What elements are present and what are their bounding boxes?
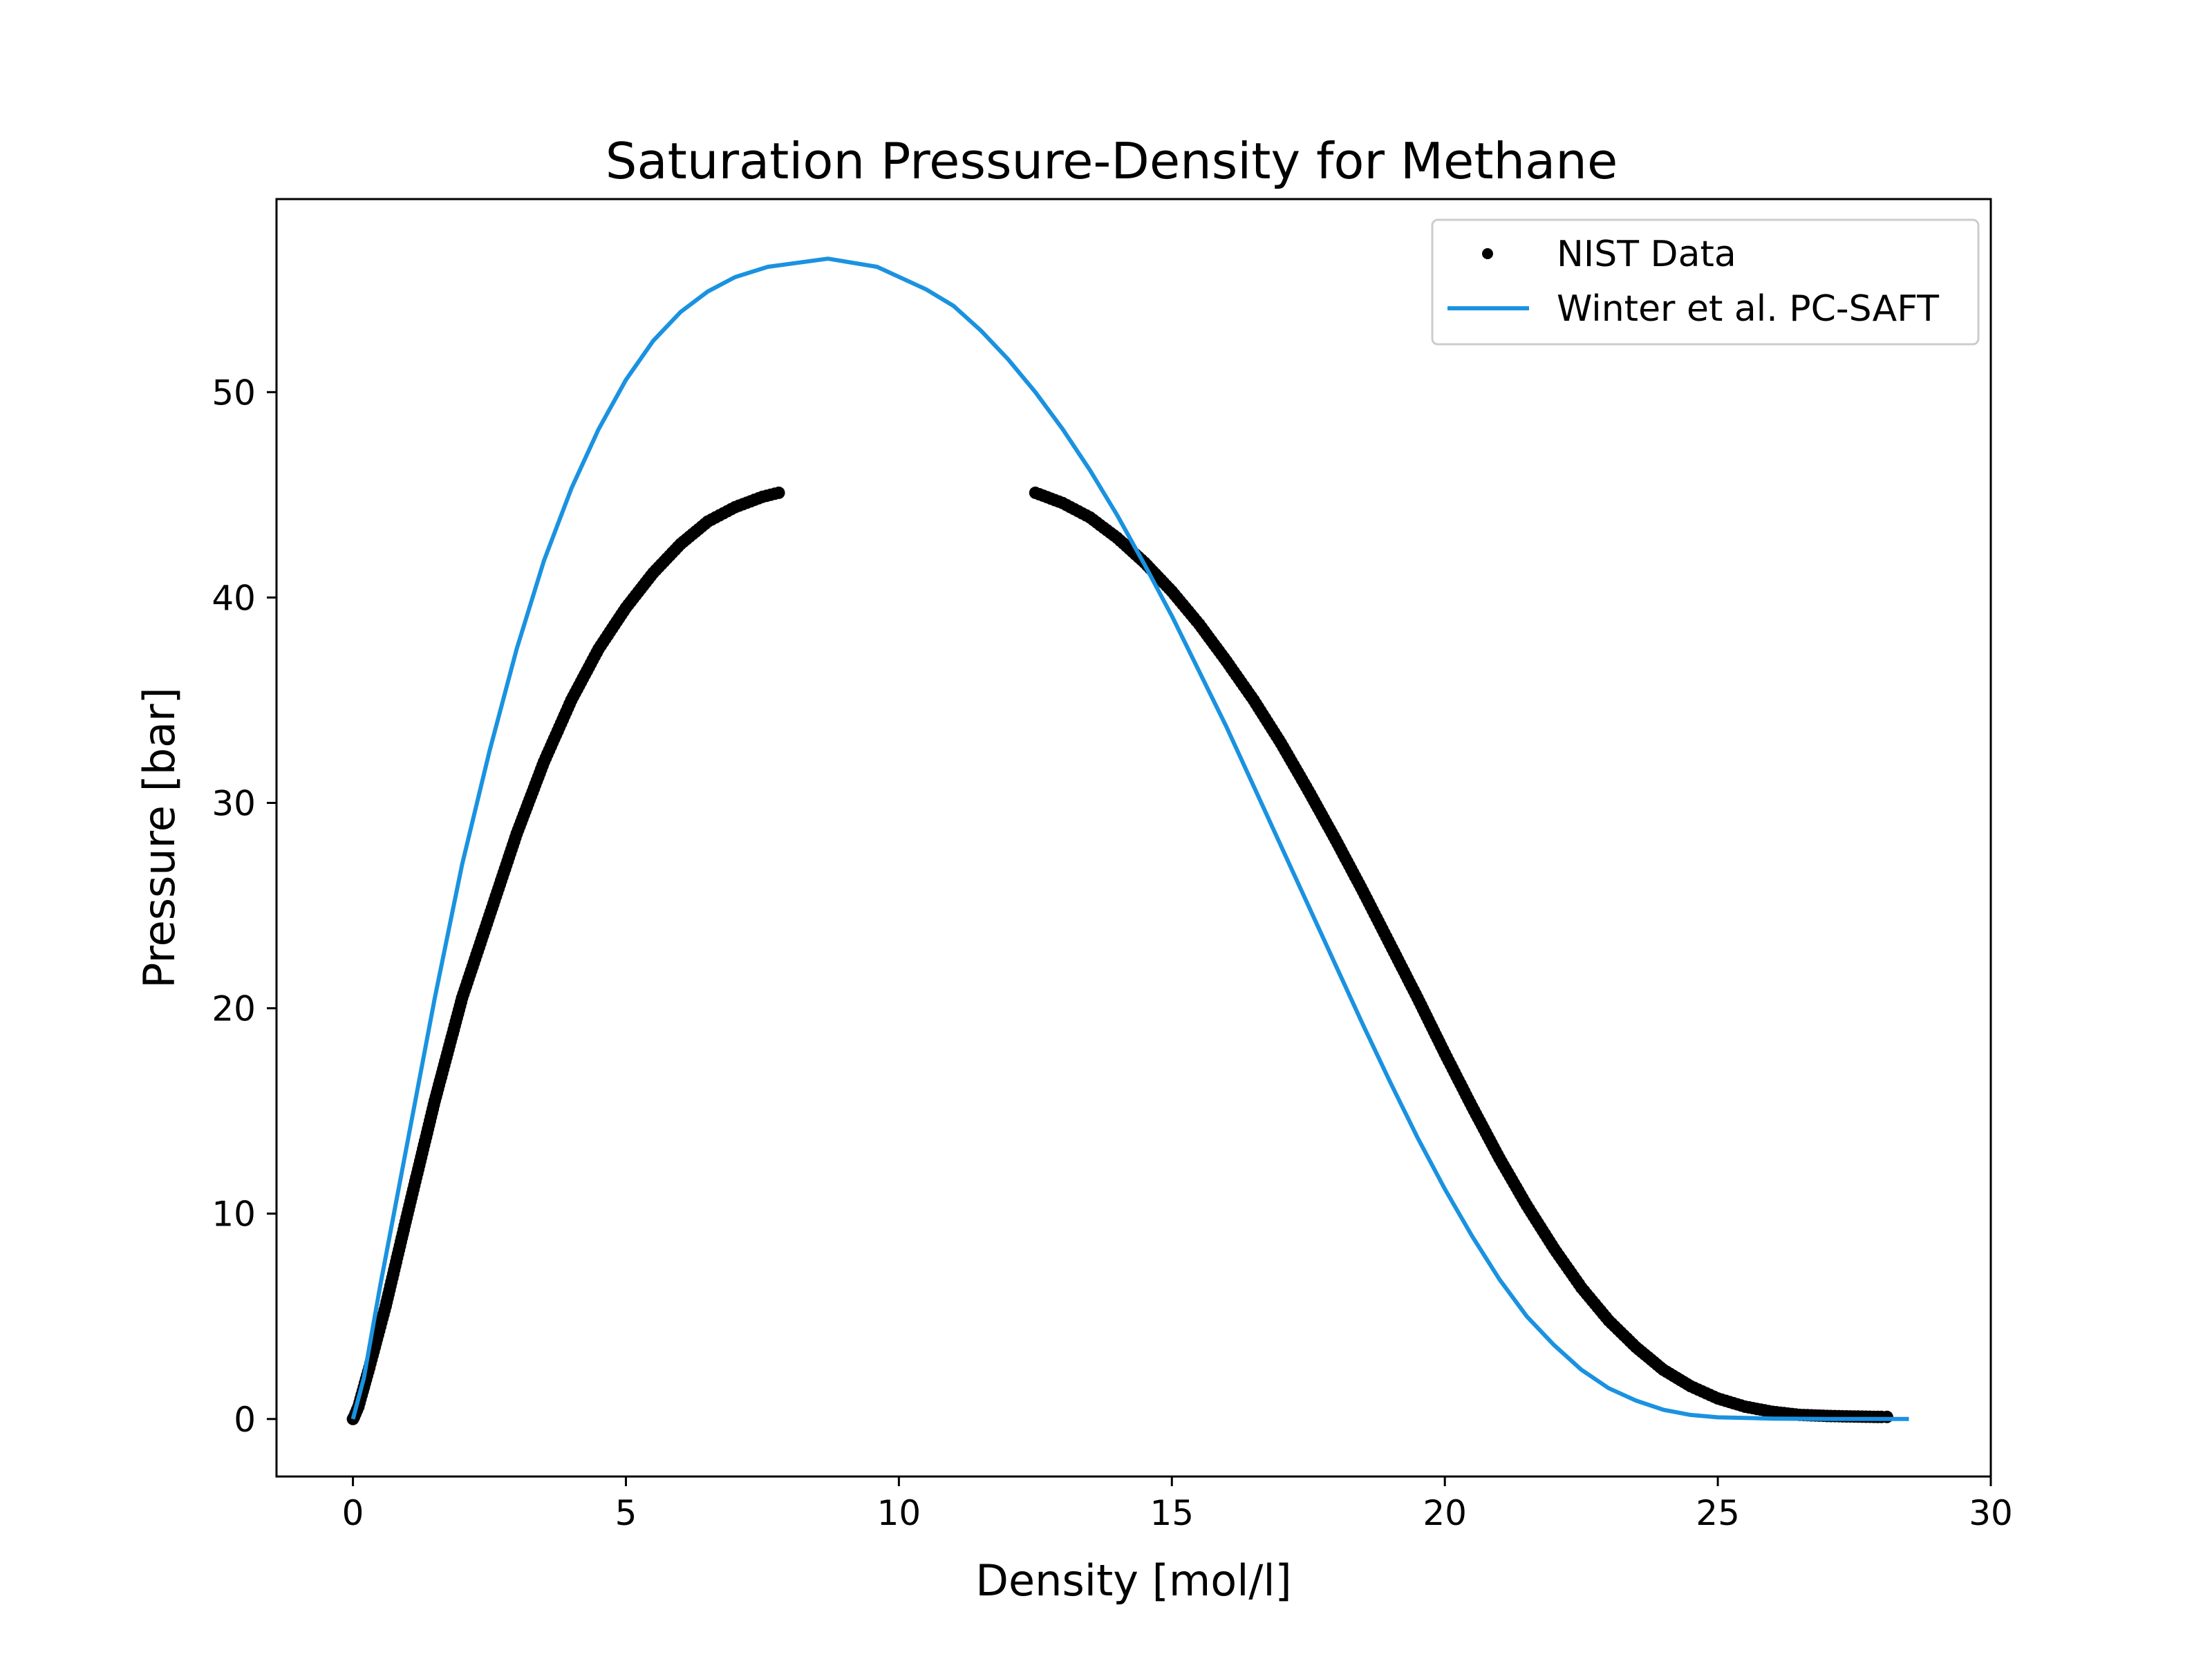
x-tick-label: 10 — [877, 1493, 921, 1533]
axes-frame — [275, 198, 1992, 1478]
y-tick-label: 10 — [212, 1194, 256, 1235]
y-axis: 0 10 20 30 40 50 — [212, 373, 276, 1440]
legend-box — [1431, 218, 1980, 346]
y-tick-label: 40 — [212, 578, 256, 618]
plot-area — [346, 256, 1909, 1425]
y-tick-label: 30 — [212, 783, 256, 823]
series-nist-data — [346, 486, 1893, 1425]
y-tick-label: 50 — [212, 373, 256, 413]
y-axis-label: Pressure [bar] — [134, 687, 185, 988]
x-tick-label: 5 — [615, 1493, 637, 1533]
x-axis-label: Density [mol/l] — [975, 1555, 1291, 1606]
nist-data-point — [772, 486, 785, 499]
x-axis: 0 5 10 15 20 25 30 — [342, 1477, 2013, 1533]
y-tick-label: 20 — [212, 989, 256, 1029]
legend: NIST Data Winter et al. PC-SAFT — [1431, 218, 1980, 346]
x-tick-label: 25 — [1696, 1493, 1740, 1533]
legend-marker-nist-data — [1482, 248, 1493, 259]
x-tick-label: 15 — [1150, 1493, 1194, 1533]
series-winter-pc-saft-line — [350, 256, 1909, 1421]
x-tick-label: 30 — [1969, 1493, 2013, 1533]
legend-label-nist-data: NIST Data — [1557, 234, 1736, 275]
legend-label-winter-pc-saft: Winter et al. PC-SAFT — [1557, 288, 1939, 330]
x-tick-label: 0 — [342, 1493, 364, 1533]
y-tick-label: 0 — [234, 1400, 256, 1440]
chart-title: Saturation Pressure-Density for Methane — [606, 132, 1618, 190]
x-tick-label: 20 — [1423, 1493, 1467, 1533]
